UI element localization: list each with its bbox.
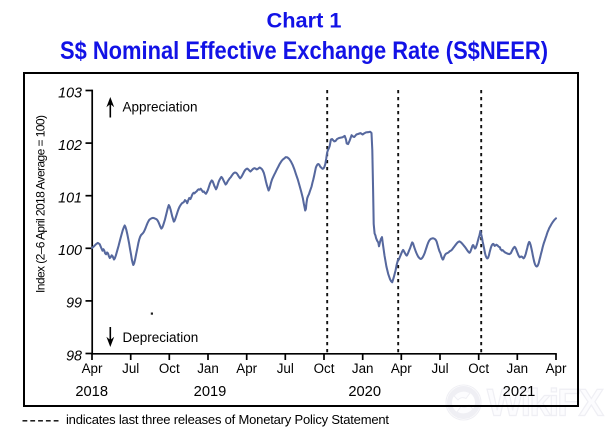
svg-text:indicates last three releases: indicates last three releases of Monetar… — [66, 412, 389, 427]
svg-text:103: 103 — [58, 85, 82, 101]
svg-text:2019: 2019 — [194, 384, 227, 400]
svg-text:Oct: Oct — [314, 361, 335, 376]
svg-text:100: 100 — [58, 243, 82, 259]
svg-text:Apr: Apr — [391, 361, 412, 376]
svg-text:Jul: Jul — [122, 361, 139, 376]
svg-text:Jul: Jul — [277, 361, 294, 376]
svg-text:Oct: Oct — [468, 361, 489, 376]
svg-text:Apr: Apr — [82, 361, 103, 376]
svg-text:Chart 1: Chart 1 — [267, 10, 342, 33]
svg-text:Index (2–6 April 2018 Average: Index (2–6 April 2018 Average = 100) — [34, 115, 48, 293]
svg-text:2018: 2018 — [75, 384, 108, 400]
svg-text:Jan: Jan — [352, 361, 374, 376]
svg-text:2020: 2020 — [348, 384, 381, 400]
svg-text:Jan: Jan — [507, 361, 529, 376]
svg-text:2021: 2021 — [503, 384, 536, 400]
svg-text:S$ Nominal Effective Exchange: S$ Nominal Effective Exchange Rate (S$NE… — [60, 37, 548, 65]
svg-text:99: 99 — [66, 296, 82, 312]
svg-text:Jan: Jan — [197, 361, 219, 376]
svg-text:98: 98 — [66, 348, 82, 364]
svg-text:WikiFX: WikiFX — [487, 383, 605, 425]
svg-text:102: 102 — [58, 138, 82, 154]
svg-text:Appreciation: Appreciation — [123, 100, 198, 115]
svg-text:Apr: Apr — [236, 361, 257, 376]
svg-text:Oct: Oct — [159, 361, 180, 376]
svg-text:Apr: Apr — [546, 361, 567, 376]
svg-text:101: 101 — [58, 191, 82, 207]
svg-text:Jul: Jul — [431, 361, 448, 376]
svg-text:Depreciation: Depreciation — [123, 330, 199, 345]
